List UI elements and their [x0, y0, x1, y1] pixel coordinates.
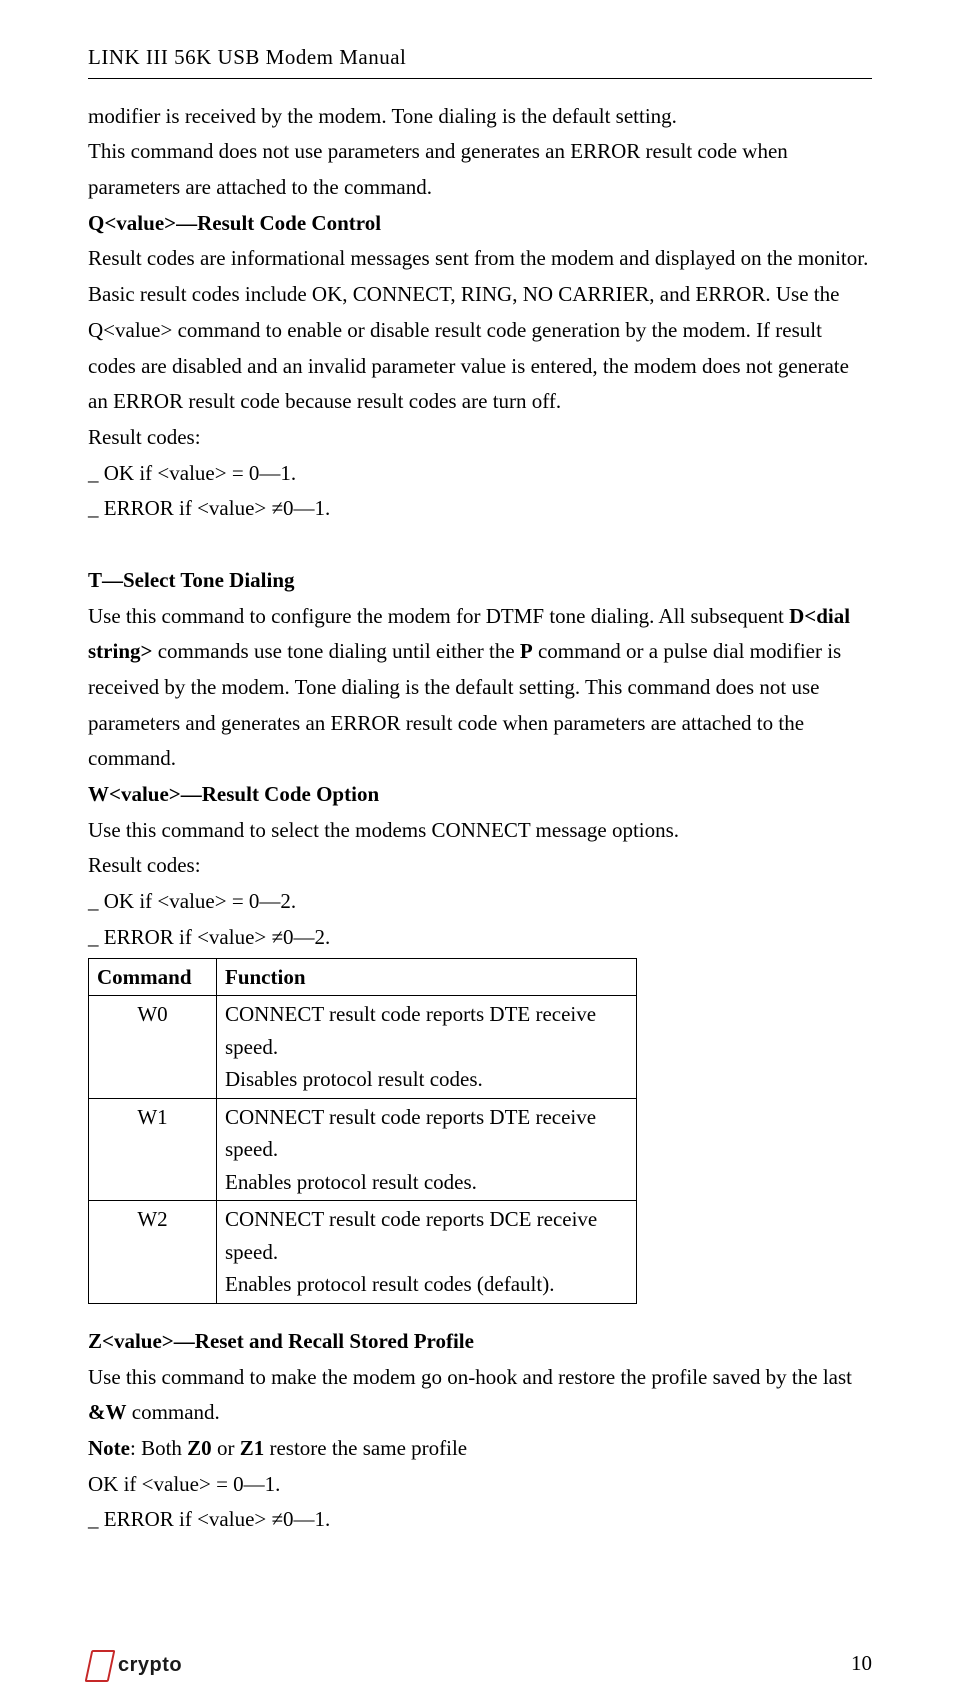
table-cell: CONNECT result code reports DTE receive …	[217, 1098, 637, 1201]
table-row: W2 CONNECT result code reports DCE recei…	[89, 1201, 637, 1304]
table-header-row: Command Function	[89, 958, 637, 996]
text-run-bold: Z0	[187, 1436, 212, 1460]
result-code-line: _ OK if <value> = 0—1.	[88, 456, 872, 492]
text-run: Use this command to configure the modem …	[88, 604, 789, 628]
text-run: commands use tone dialing until either t…	[152, 639, 519, 663]
section-heading-t: T—Select Tone Dialing	[88, 563, 872, 599]
page-footer: crypto 10	[88, 1646, 872, 1682]
document-body: modifier is received by the modem. Tone …	[88, 99, 872, 1538]
result-code-line: _ ERROR if <value> ≠0—1.	[88, 1502, 872, 1538]
table-cell: W2	[89, 1201, 217, 1304]
table-row: W1 CONNECT result code reports DTE recei…	[89, 1098, 637, 1201]
table-cell: W0	[89, 996, 217, 1099]
logo-text: crypto	[118, 1648, 182, 1682]
result-code-line: _ OK if <value> = 0—2.	[88, 884, 872, 920]
result-code-line: _ ERROR if <value> ≠0—2.	[88, 920, 872, 956]
text-run-bold: &W	[88, 1400, 127, 1424]
paragraph: Result codes are informational messages …	[88, 241, 872, 419]
brand-logo: crypto	[88, 1648, 182, 1682]
table-cell: CONNECT result code reports DCE receive …	[217, 1201, 637, 1304]
text-run: : Both	[130, 1436, 187, 1460]
text-run-bold: Z1	[240, 1436, 265, 1460]
section-heading-q: Q<value>—Result Code Control	[88, 206, 872, 242]
paragraph: Use this command to make the modem go on…	[88, 1360, 872, 1431]
table-row: W0 CONNECT result code reports DTE recei…	[89, 996, 637, 1099]
text-run-bold: P	[520, 639, 533, 663]
table-cell: CONNECT result code reports DTE receive …	[217, 996, 637, 1099]
text-run-bold: Note	[88, 1436, 130, 1460]
table-header: Command	[89, 958, 217, 996]
text-run: Use this command to make the modem go on…	[88, 1365, 852, 1389]
page-number: 10	[851, 1646, 872, 1682]
text-run: command.	[127, 1400, 220, 1424]
note-line: Note: Both Z0 or Z1 restore the same pro…	[88, 1431, 872, 1467]
section-heading-w: W<value>—Result Code Option	[88, 777, 872, 813]
text-run: or	[212, 1436, 240, 1460]
page-header: LINK III 56K USB Modem Manual	[88, 40, 872, 79]
result-code-line: _ ERROR if <value> ≠0—1.	[88, 491, 872, 527]
paragraph: Use this command to configure the modem …	[88, 599, 872, 777]
paragraph: modifier is received by the modem. Tone …	[88, 99, 872, 135]
result-code-line: OK if <value> = 0—1.	[88, 1467, 872, 1503]
table-header: Function	[217, 958, 637, 996]
result-codes-label: Result codes:	[88, 420, 872, 456]
result-codes-label: Result codes:	[88, 848, 872, 884]
command-table: Command Function W0 CONNECT result code …	[88, 958, 637, 1304]
paragraph: Use this command to select the modems CO…	[88, 813, 872, 849]
text-run: restore the same profile	[264, 1436, 467, 1460]
logo-mark-icon	[88, 1650, 112, 1680]
table-cell: W1	[89, 1098, 217, 1201]
paragraph: This command does not use parameters and…	[88, 134, 872, 205]
section-heading-z: Z<value>—Reset and Recall Stored Profile	[88, 1324, 872, 1360]
header-title: LINK III 56K USB Modem Manual	[88, 40, 872, 76]
